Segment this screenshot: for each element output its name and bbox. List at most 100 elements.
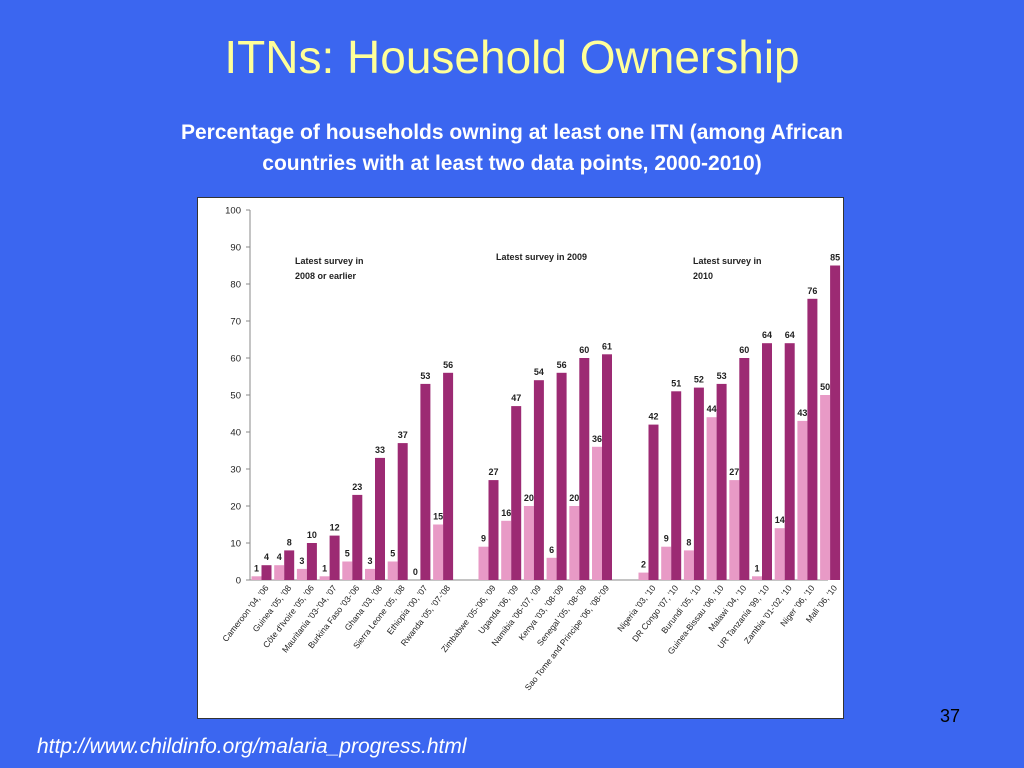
latest-survey-value-label: 52 <box>694 375 704 385</box>
latest-survey-value-label: 12 <box>330 523 340 533</box>
earlier-survey-bar <box>706 417 717 580</box>
earlier-survey-bar <box>319 576 330 580</box>
latest-survey-value-label: 33 <box>375 445 385 455</box>
earlier-survey-value-label: 8 <box>686 537 691 547</box>
latest-survey-bar <box>807 298 818 580</box>
latest-survey-bar <box>671 391 682 580</box>
earlier-survey-value-label: 4 <box>277 552 282 562</box>
chart-frame: 0 10 20 30 40 50 60 70 80 90 100 1 4 Cameroon '04, '0… <box>197 197 844 719</box>
latest-survey-value-label: 47 <box>511 393 521 403</box>
y-tick-label: 70 <box>230 317 241 328</box>
earlier-survey-bar <box>592 446 602 580</box>
earlier-survey-value-label: 20 <box>524 493 534 503</box>
group-annotation-line-1: Latest survey in <box>295 256 364 266</box>
earlier-survey-value-label: 3 <box>299 556 304 566</box>
earlier-survey-bar <box>546 557 557 580</box>
latest-survey-bar <box>306 543 317 580</box>
latest-survey-bar <box>375 457 385 580</box>
latest-survey-bar <box>556 372 567 580</box>
earlier-survey-bar <box>729 480 740 580</box>
y-tick-label: 50 <box>230 391 241 402</box>
latest-survey-bar <box>420 383 431 580</box>
chart-subtitle-line-2: countries with at least two data points,… <box>262 152 762 175</box>
earlier-survey-value-label: 36 <box>592 434 602 444</box>
latest-survey-value-label: 64 <box>785 330 795 340</box>
earlier-survey-value-label: 43 <box>797 408 807 418</box>
group-annotation-line-2: 2010 <box>693 271 713 281</box>
earlier-survey-value-label: 5 <box>390 549 395 559</box>
earlier-survey-bar <box>365 568 375 580</box>
latest-survey-bar <box>284 550 295 580</box>
earlier-survey-bar <box>661 546 672 580</box>
earlier-survey-bar <box>296 568 307 580</box>
earlier-survey-value-label: 0 <box>413 567 418 577</box>
latest-survey-value-label: 76 <box>807 286 817 296</box>
earlier-survey-bar <box>797 420 808 580</box>
latest-survey-bar <box>739 358 750 580</box>
latest-survey-bar <box>602 354 612 580</box>
earlier-survey-value-label: 9 <box>664 534 669 544</box>
y-tick-label: 60 <box>230 354 241 365</box>
latest-survey-bar <box>511 406 522 580</box>
slide-title: ITNs: Household Ownership <box>224 31 800 83</box>
latest-survey-value-label: 10 <box>307 530 317 540</box>
page-number: 37 <box>940 706 961 726</box>
earlier-survey-bar <box>433 524 444 580</box>
latest-survey-value-label: 8 <box>287 537 292 547</box>
latest-survey-value-label: 27 <box>488 467 498 477</box>
latest-survey-value-label: 60 <box>739 345 749 355</box>
earlier-survey-value-label: 50 <box>820 382 830 392</box>
earlier-survey-bar <box>478 546 489 580</box>
latest-survey-bar <box>830 265 841 580</box>
y-tick-label: 20 <box>230 502 241 513</box>
y-tick-label: 0 <box>236 576 241 587</box>
latest-survey-value-label: 85 <box>830 253 840 263</box>
earlier-survey-value-label: 44 <box>707 404 717 414</box>
group-annotation-line-2: 2008 or earlier <box>295 271 357 281</box>
earlier-survey-value-label: 20 <box>569 493 579 503</box>
latest-survey-bar <box>693 387 704 580</box>
latest-survey-bar <box>579 358 590 580</box>
latest-survey-value-label: 60 <box>579 345 589 355</box>
earlier-survey-bar <box>638 572 649 580</box>
earlier-survey-value-label: 1 <box>254 563 259 573</box>
earlier-survey-value-label: 1 <box>754 563 759 573</box>
latest-survey-value-label: 42 <box>648 412 658 422</box>
source-link[interactable]: http://www.childinfo.org/malaria_progres… <box>37 735 467 758</box>
earlier-survey-bar <box>820 395 831 580</box>
earlier-survey-bar <box>251 576 262 580</box>
earlier-survey-bar <box>683 550 694 580</box>
earlier-survey-bar <box>523 506 534 580</box>
earlier-survey-value-label: 6 <box>549 545 554 555</box>
latest-survey-value-label: 56 <box>557 360 567 370</box>
earlier-survey-bar <box>752 576 762 580</box>
earlier-survey-value-label: 2 <box>641 560 646 570</box>
latest-survey-bar <box>397 443 408 580</box>
y-tick-label: 80 <box>230 280 241 291</box>
earlier-survey-bar <box>387 561 398 580</box>
earlier-survey-bar <box>274 565 285 580</box>
latest-survey-bar <box>261 565 272 580</box>
earlier-survey-value-label: 27 <box>729 467 739 477</box>
y-tick-label: 40 <box>230 428 241 439</box>
chart-subtitle-line-1: Percentage of households owning at least… <box>181 121 843 144</box>
latest-survey-bar <box>488 480 499 580</box>
latest-survey-value-label: 23 <box>352 482 362 492</box>
y-tick-label: 90 <box>230 243 241 254</box>
chart-subtitle: Percentage of households owning at least… <box>62 117 962 179</box>
latest-survey-value-label: 37 <box>398 430 408 440</box>
latest-survey-value-label: 56 <box>443 360 453 370</box>
earlier-survey-value-label: 16 <box>501 508 511 518</box>
earlier-survey-bar <box>342 561 353 580</box>
latest-survey-value-label: 54 <box>534 367 544 377</box>
latest-survey-bar <box>533 380 544 580</box>
group-annotation-line-1: Latest survey in <box>693 256 762 266</box>
latest-survey-value-label: 53 <box>717 371 727 381</box>
earlier-survey-value-label: 15 <box>433 512 443 522</box>
latest-survey-value-label: 53 <box>420 371 430 381</box>
y-tick-label: 100 <box>225 206 241 217</box>
earlier-survey-value-label: 1 <box>322 563 327 573</box>
latest-survey-bar <box>784 343 795 580</box>
earlier-survey-bar <box>774 528 785 580</box>
